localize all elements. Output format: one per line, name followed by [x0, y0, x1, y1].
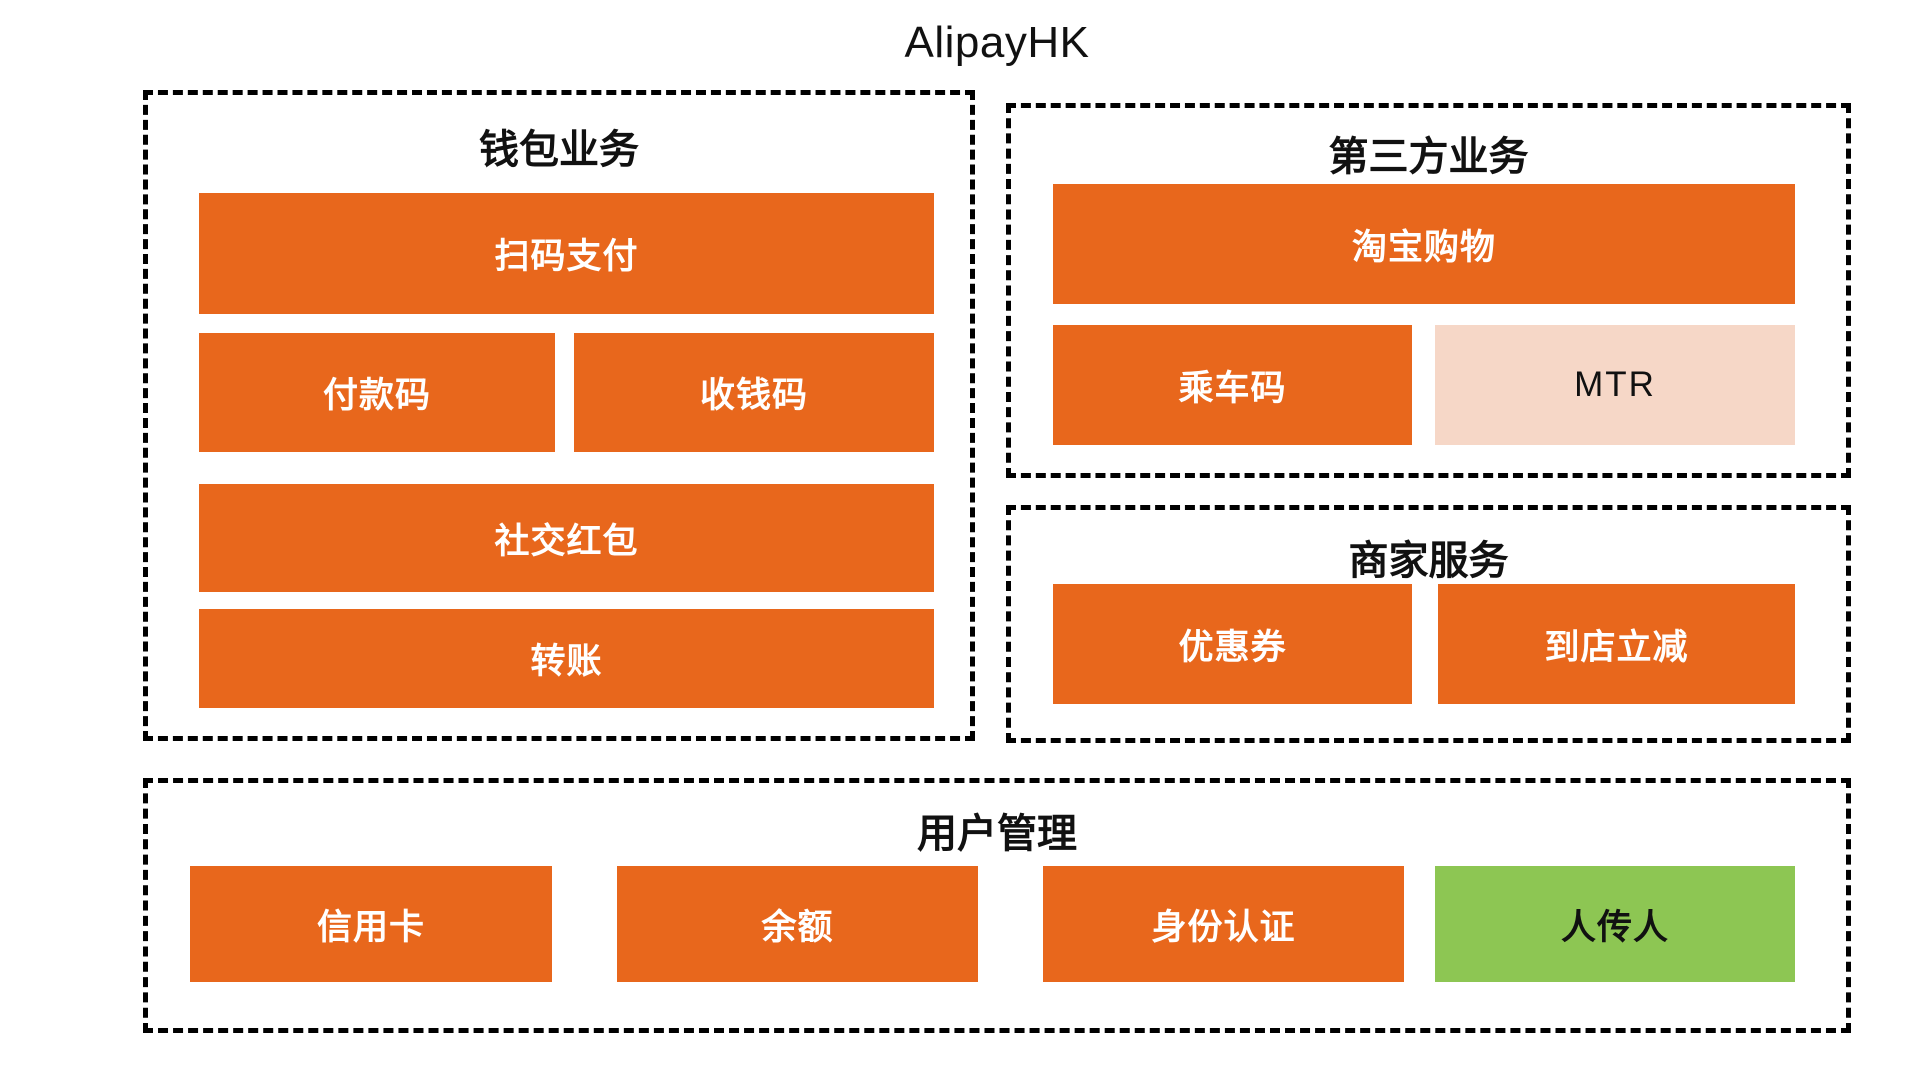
block-scan-pay: 扫码支付: [199, 193, 934, 314]
group-user-title: 用户管理: [917, 812, 1077, 856]
group-merchant-title: 商家服务: [1348, 539, 1509, 583]
block-person-to-person: 人传人: [1435, 866, 1795, 982]
group-third-party-title: 第三方业务: [1328, 135, 1529, 179]
block-receive-money-code: 收钱码: [574, 333, 934, 452]
block-balance: 余额: [617, 866, 978, 982]
group-user-management: 用户管理 信用卡 余额 身份认证 人传人: [143, 778, 1851, 1033]
block-ride-code: 乘车码: [1053, 325, 1412, 445]
block-instore-discount: 到店立减: [1438, 584, 1795, 704]
block-mtr: MTR: [1435, 325, 1795, 445]
group-wallet-business: 钱包业务 扫码支付 付款码 收钱码 社交红包 转账: [143, 90, 975, 741]
block-transfer: 转账: [199, 609, 934, 708]
block-credit-card: 信用卡: [190, 866, 552, 982]
group-merchant-services: 商家服务 优惠券 到店立减: [1006, 505, 1851, 743]
block-payment-code: 付款码: [199, 333, 555, 452]
block-coupon: 优惠券: [1053, 584, 1412, 704]
group-third-party-business: 第三方业务 淘宝购物 乘车码 MTR: [1006, 103, 1851, 478]
diagram-title: AlipayHK: [904, 18, 1090, 67]
block-taobao-shopping: 淘宝购物: [1053, 184, 1795, 304]
block-social-red-packet: 社交红包: [199, 484, 934, 592]
group-wallet-title: 钱包业务: [479, 128, 639, 172]
block-identity-verification: 身份认证: [1043, 866, 1404, 982]
